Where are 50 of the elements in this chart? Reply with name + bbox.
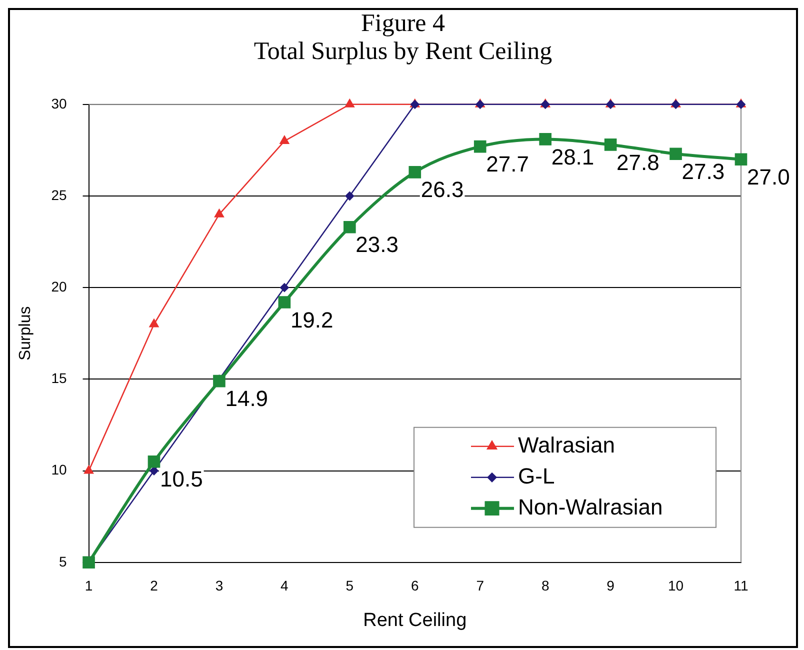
point: [280, 283, 289, 292]
x-tick-label: 4: [280, 578, 289, 594]
point: [149, 318, 159, 328]
y-tick-label: 5: [58, 553, 67, 570]
chart-subtitle: Total Surplus by Rent Ceiling: [252, 38, 554, 66]
point: [214, 208, 224, 218]
point: [280, 136, 290, 144]
legend-label: Non-Walrasian: [518, 494, 663, 520]
x-tick-label: 9: [606, 578, 615, 594]
x-tick-label: 1: [84, 578, 93, 594]
data-label: 28.1: [551, 144, 594, 170]
point: [345, 192, 354, 200]
point: [148, 455, 160, 468]
data-label: 23.3: [356, 232, 398, 258]
data-label: 10.5: [160, 466, 203, 492]
legend-label: Walrasian: [518, 432, 615, 458]
point: [474, 140, 486, 153]
point: [213, 374, 226, 388]
x-tick-label: 11: [734, 578, 748, 594]
x-tick-label: 6: [410, 578, 419, 594]
legend-label: G-L: [518, 463, 555, 488]
x-tick-label: 5: [346, 578, 354, 594]
y-tick-label: 20: [51, 278, 67, 294]
data-label: 26.3: [420, 177, 464, 202]
x-tick-label: 10: [668, 578, 684, 594]
data-label: 19.2: [290, 307, 334, 332]
y-tick-label: 10: [51, 462, 67, 478]
point: [344, 98, 354, 108]
point: [539, 133, 552, 146]
data-label: 27.7: [486, 152, 529, 177]
x-tick-label: 2: [150, 578, 158, 594]
point: [604, 138, 617, 151]
x-tick-label: 3: [215, 578, 224, 594]
point: [278, 296, 291, 308]
data-label: 14.9: [225, 386, 268, 412]
y-tick-label: 15: [51, 370, 67, 386]
chart-title: Figure 4: [360, 10, 446, 38]
point: [670, 148, 682, 160]
point: [734, 153, 748, 166]
x-tick-label: 7: [476, 578, 484, 594]
point: [408, 166, 422, 178]
y-tick-label: 30: [51, 95, 67, 112]
x-axis-title: Rent Ceiling: [363, 610, 467, 631]
data-label: 27.8: [616, 150, 660, 175]
x-tick-label: 8: [541, 578, 550, 594]
point: [344, 220, 356, 234]
y-tick-label: 25: [51, 186, 67, 203]
data-label: 27.0: [747, 164, 790, 190]
y-axis-title: Surplus: [17, 306, 34, 361]
data-label: 27.3: [682, 158, 725, 184]
